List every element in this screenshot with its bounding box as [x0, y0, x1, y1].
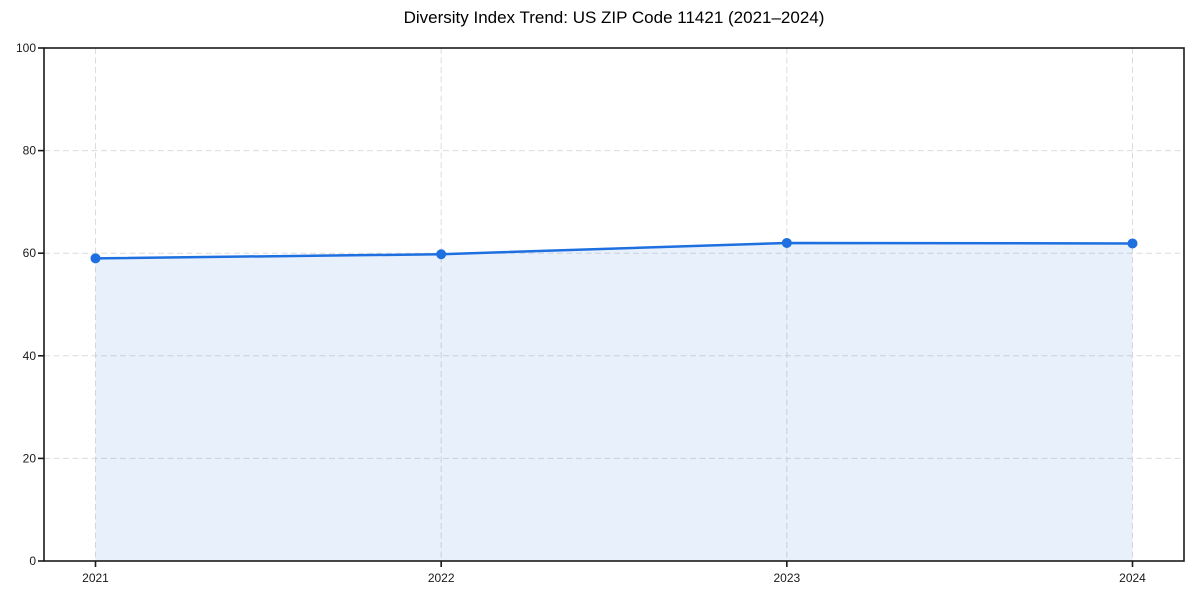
y-tick-label: 100	[16, 41, 36, 55]
data-point-2023	[781, 237, 792, 248]
y-tick-label: 60	[23, 246, 37, 260]
chart-title: Diversity Index Trend: US ZIP Code 11421…	[403, 8, 825, 27]
y-tick-label: 0	[29, 554, 36, 568]
area-fill	[95, 242, 1133, 561]
data-point-2024	[1127, 238, 1138, 249]
x-tick-label: 2021	[82, 571, 109, 585]
y-tick-label: 20	[23, 451, 37, 465]
x-tick-label: 2023	[773, 571, 800, 585]
data-point-2021	[90, 253, 101, 264]
x-tick-label: 2024	[1119, 571, 1146, 585]
x-tick-label: 2022	[428, 571, 455, 585]
trend-line	[94, 241, 1134, 260]
y-tick-label: 40	[23, 349, 37, 363]
data-point-2022	[436, 249, 447, 260]
axes-frame	[43, 47, 1185, 562]
y-tick-label: 80	[23, 144, 37, 158]
